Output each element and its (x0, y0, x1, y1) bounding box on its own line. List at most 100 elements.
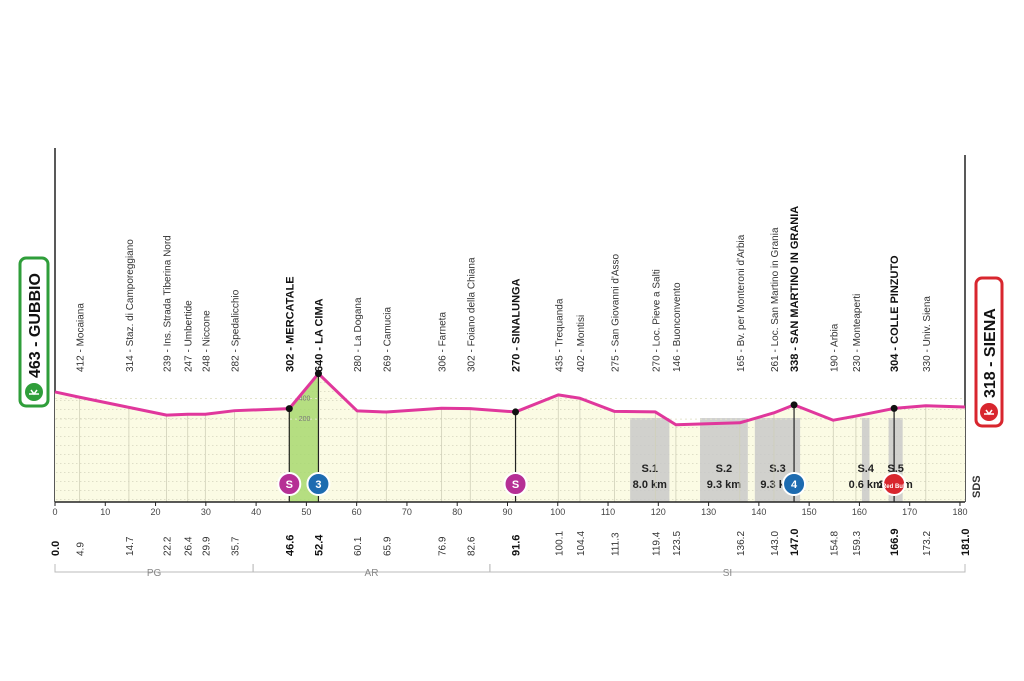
x-tick-label: 40 (251, 507, 261, 517)
x-tick-label: 160 (852, 507, 867, 517)
waypoint-label: 302 - Foiano della Chiana (466, 257, 477, 372)
waypoint-elevation: 330 (922, 355, 933, 372)
x-tick-label: 140 (751, 507, 766, 517)
km-label: 22.2 (163, 536, 174, 556)
x-tick-label: 60 (352, 507, 362, 517)
badge-label: S (286, 479, 293, 491)
km-label: 154.8 (829, 531, 840, 556)
waypoint-elevation: 302 (466, 355, 477, 372)
waypoint-name: Montisi (576, 315, 587, 347)
place-name: SIENA (982, 308, 999, 357)
waypoint-name: Loc. San Martino in Grania (770, 227, 781, 346)
waypoint-name: Ins. Strada Tiberina Nord (163, 235, 174, 346)
x-tick-label: 110 (601, 507, 615, 517)
waypoint-name: San Giovanni d'Asso (611, 253, 622, 346)
waypoint-name: La Dogana (353, 297, 364, 346)
waypoint-elevation: 275 (611, 355, 622, 372)
sector-length: 8.0 km (633, 479, 667, 491)
place-label: 463 - GUBBIO (27, 273, 44, 378)
x-tick-label: 80 (452, 507, 462, 517)
waypoint-label: 412 - Mocaiana (76, 303, 87, 372)
place-label: 318 - SIENA (982, 308, 999, 398)
separator: - (382, 346, 393, 355)
km-label: 29.9 (201, 536, 212, 556)
badge (277, 472, 302, 496)
sector-name: S.5 (887, 463, 904, 475)
km-label: 65.9 (382, 536, 393, 556)
waypoint-label: 338 - SAN MARTINO IN GRANIA (789, 206, 801, 372)
waypoint-name: Buonconvento (672, 282, 683, 346)
separator: - (125, 346, 136, 355)
place-elevation: 463 (27, 351, 44, 378)
x-tick-label: 20 (151, 507, 161, 517)
x-tick-label: 0 (52, 507, 57, 517)
waypoint-elevation: 146 (672, 355, 683, 372)
separator: - (184, 346, 195, 355)
waypoint-label: 261 - Loc. San Martino in Grania (770, 227, 781, 372)
waypoint-label: 146 - Buonconvento (672, 282, 683, 372)
waypoint-label: 270 - Loc. Pieve a Salti (651, 269, 662, 372)
climb-area (289, 373, 319, 502)
separator: - (576, 346, 587, 355)
bike-icon-detail (29, 389, 39, 396)
province-label: PG (147, 568, 162, 579)
waypoint-elevation: 282 (230, 355, 241, 372)
waypoint-label: 190 - Arbia (829, 323, 840, 372)
km-label: 82.6 (466, 536, 477, 556)
km-label: 123.5 (672, 531, 683, 556)
km-label: 111.3 (611, 532, 622, 556)
waypoint-label: 306 - Farneta (438, 312, 449, 372)
separator: - (982, 357, 999, 371)
sector-name: S.1 (642, 463, 659, 475)
waypoint-label: 270 - SINALUNGA (511, 278, 523, 372)
waypoint-name: SAN MARTINO IN GRANIA (789, 206, 801, 344)
sector-name: S.2 (716, 463, 733, 475)
waypoint-elevation: 248 (201, 355, 212, 372)
waypoint-elevation: 412 (76, 355, 87, 372)
bike-icon (980, 403, 998, 421)
waypoint-dot (285, 405, 293, 413)
badge-label: Red Bull (882, 484, 907, 490)
waypoint-elevation: 435 (554, 355, 565, 372)
x-tick-label: 10 (100, 507, 110, 517)
badge (782, 472, 807, 496)
province-label: SI (723, 568, 732, 579)
separator: - (163, 346, 174, 355)
logo: SDS (971, 475, 983, 498)
x-tick-label: 30 (201, 507, 211, 517)
waypoint-name: Arbia (829, 323, 840, 347)
waypoint-label: 239 - Ins. Strada Tiberina Nord (163, 235, 174, 372)
km-label: 143.0 (770, 531, 781, 556)
waypoint-label: 247 - Umbertide (184, 300, 195, 372)
separator: - (829, 347, 840, 355)
x-tick-label: 50 (301, 507, 311, 517)
badge-label: S (512, 479, 519, 491)
waypoint-elevation: 269 (382, 355, 393, 372)
separator: - (922, 346, 933, 355)
sector-name: S.3 (769, 463, 786, 475)
gravel-sector (861, 418, 870, 502)
x-tick-label: 120 (651, 507, 666, 517)
km-label: 159.3 (852, 531, 863, 556)
waypoint-label: 230 - Monteaperti (852, 294, 863, 372)
badge-label: 4 (791, 479, 798, 491)
gravel-sector (630, 418, 670, 502)
waypoint-elevation: 261 (770, 355, 781, 372)
sector-name: S.4 (857, 463, 874, 475)
km-label: 60.1 (353, 536, 364, 556)
waypoint-label: 640 - LA CIMA (313, 298, 325, 372)
km-label: 26.4 (184, 536, 195, 556)
waypoint-label: 269 - Camucia (382, 307, 393, 372)
waypoint-elevation: 640 (313, 354, 325, 372)
waypoint-label: 282 - Spedalicchio (230, 289, 241, 372)
waypoint-elevation: 247 (184, 355, 195, 372)
waypoint-dot (512, 408, 520, 416)
separator: - (889, 344, 901, 354)
km-label: 100.1 (554, 531, 565, 556)
waypoint-label: 330 - Univ. Siena (922, 296, 933, 372)
km-label: 136.2 (736, 531, 747, 556)
km-label: 4.9 (76, 542, 87, 556)
place-elevation: 318 (982, 371, 999, 398)
